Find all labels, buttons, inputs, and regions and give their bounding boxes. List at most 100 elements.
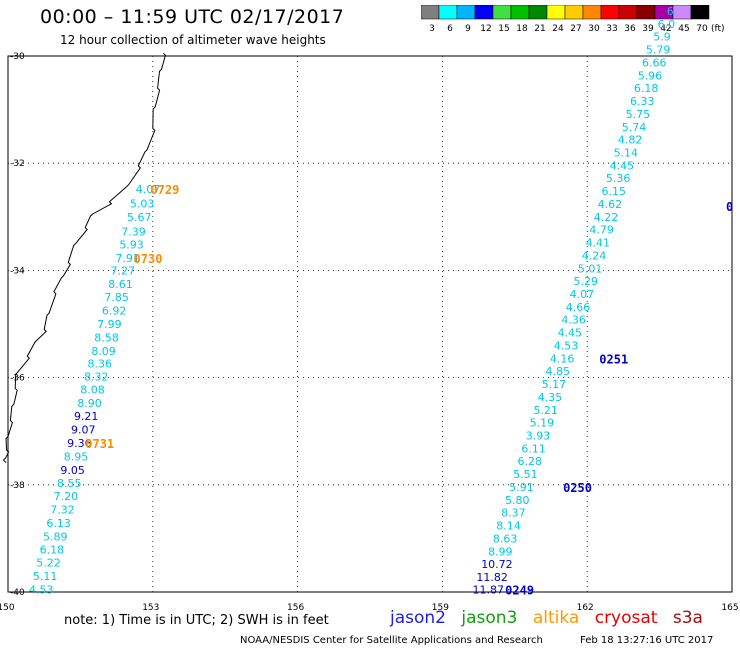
east-track-wave-height: 5.29	[574, 275, 599, 288]
east-track-wave-height: 5.19	[530, 417, 555, 430]
west-track-time-label: 0730	[134, 252, 163, 266]
color-legend: 3 6 9 12 15 18 21 24 27 30 33 36 39 42 45 70 (ft)	[420, 4, 731, 39]
satellite-altika: altika	[532, 608, 580, 628]
legend-label-6: 6	[447, 24, 453, 34]
lat-tick-label: -36	[10, 374, 25, 384]
east-track-wave-height: 6	[667, 5, 674, 18]
legend-label-42: 42	[660, 24, 671, 34]
west-track-wave-height: 8.08	[80, 383, 105, 396]
east-track-wave-height: 6.66	[642, 56, 667, 69]
west-track-time-label: 0731	[85, 437, 114, 451]
legend-label-24: 24	[552, 24, 564, 34]
coastline	[2, 52, 166, 464]
east-track-wave-height: 5.91	[509, 481, 534, 494]
west-track-wave-height: 8.90	[77, 397, 102, 410]
east-track-wave-height: 5.14	[614, 146, 639, 159]
east-track-wave-height: 4.79	[589, 224, 614, 237]
west-track-wave-height: 9.05	[60, 464, 85, 477]
west-track-wave-height: 4.53	[29, 583, 54, 596]
west-track-wave-height: 6.13	[46, 517, 71, 530]
legend-label-45: 45	[678, 24, 689, 34]
east-track-wave-height: 5.9	[653, 31, 671, 44]
west-track-wave-height: 7.91	[115, 252, 140, 265]
page-title: 00:00 – 11:59 UTC 02/17/2017	[40, 6, 345, 28]
east-track-wave-height: 4.66	[566, 301, 591, 314]
west-track-wave-height: 6.92	[102, 305, 127, 318]
west-track-wave-height: 9.21	[74, 410, 99, 423]
east-track-wave-height: 5.36	[606, 172, 631, 185]
east-track-wave-height: 3.93	[526, 429, 551, 442]
west-track-wave-height: 8.32	[84, 371, 109, 384]
satellite-cryosat: cryosat	[594, 608, 658, 628]
east-track-wave-height: 6.28	[518, 455, 543, 468]
west-track-wave-height: 8.61	[108, 278, 133, 291]
east-track-time-label: 0251	[599, 352, 628, 366]
east-track-wave-height: 4.53	[554, 339, 579, 352]
east-track-wave-height: 11.87	[473, 583, 505, 596]
legend-label-15: 15	[498, 24, 509, 34]
east-track-wave-height: 8.99	[488, 545, 513, 558]
east-track-wave-height: 5.51	[513, 468, 538, 481]
west-track-wave-height: 8.09	[91, 345, 116, 358]
east-track-wave-height: 5.80	[505, 494, 530, 507]
east-track-wave-height: 5.01	[578, 262, 603, 275]
satellite-jason3: jason3	[461, 608, 518, 628]
east-track-wave-height: 4.41	[586, 237, 611, 250]
east-track-wave-height: 6.0	[658, 18, 676, 31]
east-track-time-label: 0249	[505, 583, 534, 597]
legend-label-27: 27	[570, 24, 581, 34]
legend-label-3: 3	[429, 24, 435, 34]
lon-tick-label: 162	[577, 603, 594, 613]
west-track-time-label: 0729	[150, 183, 179, 197]
lat-tick-label: -40	[10, 588, 25, 598]
east-track-wave-height: 11.82	[476, 571, 508, 584]
legend-label-21: 21	[534, 24, 545, 34]
east-track-time-label: 0	[726, 200, 733, 214]
west-track-wave-height: 5.03	[130, 197, 155, 210]
west-track-wave-height: 5.93	[119, 239, 144, 252]
legend-label-39: 39	[642, 24, 654, 34]
west-track-wave-height: 8.95	[64, 450, 89, 463]
east-track-wave-height: 5.21	[533, 404, 558, 417]
west-track-wave-height: 9.36	[67, 437, 92, 450]
lat-tick-label: -30	[10, 52, 25, 62]
lat-tick-label: -34	[10, 266, 25, 276]
east-track-wave-height: 4.85	[546, 365, 571, 378]
legend-label-33: 33	[606, 24, 617, 34]
legend-label-12: 12	[480, 24, 491, 34]
west-track-wave-height: 5.89	[43, 530, 68, 543]
east-track-wave-height: 6.18	[634, 82, 659, 95]
legend-swatches: 3 6 9 12 15 18 21 24 27 30 33 36 39 42 45 70 (ft)	[420, 4, 725, 34]
east-track-wave-height: 5.96	[638, 69, 663, 82]
west-track-wave-height: 7.27	[111, 264, 136, 277]
east-track-wave-height: 4.82	[618, 134, 643, 147]
east-track-wave-height: 6.15	[601, 185, 626, 198]
legend-label-70: 70	[696, 24, 708, 34]
east-track-wave-height: 4.24	[582, 249, 607, 262]
west-track-wave-height: 8.55	[57, 477, 82, 490]
west-track-wave-height: 7.99	[97, 318, 122, 331]
satellite-s3a: s3a	[672, 608, 703, 628]
lat-tick-label: -38	[10, 481, 25, 491]
west-track-wave-height: 8.36	[87, 358, 112, 371]
east-track-wave-height: 10.72	[481, 558, 513, 571]
satellite-legend: jason2 jason3 altika cryosat s3a	[390, 608, 713, 628]
east-track-wave-height: 5.74	[622, 121, 647, 134]
east-track-wave-height: 4.07	[570, 288, 595, 301]
credit-line: NOAA/NESDIS Center for Satellite Applica…	[240, 635, 543, 646]
east-track-wave-height: 6.33	[630, 95, 655, 108]
west-track-wave-height: 7.20	[54, 490, 79, 503]
east-track-wave-height: 5.79	[646, 44, 671, 57]
east-track-wave-height: 4.36	[561, 314, 586, 327]
west-track-wave-height: 9.07	[71, 424, 96, 437]
map-frame	[7, 55, 733, 593]
east-track-wave-height: 5.75	[626, 108, 651, 121]
lon-tick-label: 153	[142, 603, 159, 613]
legend-unit: (ft)	[711, 24, 725, 34]
lat-tick-label: -32	[10, 159, 25, 169]
west-track-wave-height: 5.22	[36, 557, 61, 570]
satellite-jason2: jason2	[390, 608, 446, 628]
west-track-wave-height: 4.07	[136, 183, 161, 196]
legend-swatch-70	[690, 4, 710, 20]
